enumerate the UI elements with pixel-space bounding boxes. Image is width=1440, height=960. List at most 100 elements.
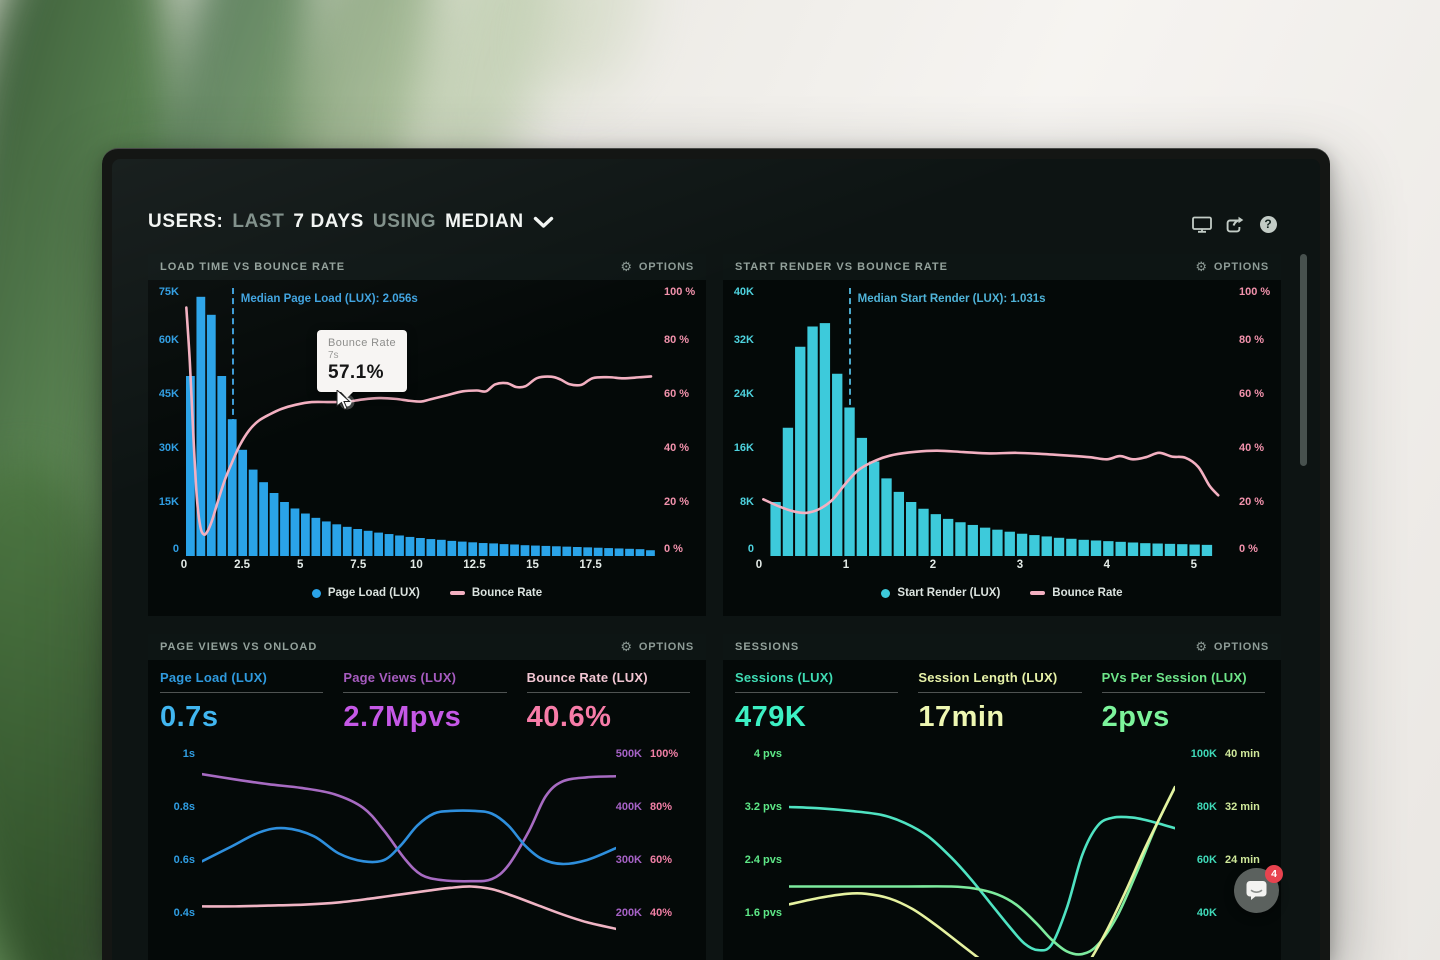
bar[interactable] <box>248 469 258 556</box>
bar[interactable] <box>259 482 268 556</box>
bar[interactable] <box>614 548 624 556</box>
bar[interactable] <box>1090 540 1102 556</box>
bar[interactable] <box>819 323 831 556</box>
metric-divider <box>735 692 899 693</box>
bar[interactable] <box>269 493 279 556</box>
bar[interactable] <box>572 547 582 556</box>
bar[interactable] <box>807 326 818 557</box>
bar[interactable] <box>468 542 478 556</box>
bar[interactable] <box>332 524 342 556</box>
scrollbar-thumb[interactable] <box>1300 254 1307 466</box>
bar[interactable] <box>436 539 446 556</box>
bar[interactable] <box>510 544 519 556</box>
bar[interactable] <box>955 522 966 556</box>
bar[interactable] <box>217 376 227 556</box>
bar[interactable] <box>635 549 645 556</box>
options-button[interactable]: ⚙ OPTIONS <box>1195 261 1269 274</box>
bar[interactable] <box>1115 541 1126 556</box>
bar[interactable] <box>1004 531 1015 556</box>
sessions-chart-plot[interactable] <box>789 742 1175 957</box>
bar[interactable] <box>426 539 436 556</box>
bar[interactable] <box>604 548 614 556</box>
bar[interactable] <box>562 546 572 556</box>
bar[interactable] <box>1164 543 1176 556</box>
bar[interactable] <box>918 508 929 556</box>
bar[interactable] <box>942 518 954 556</box>
bar[interactable] <box>1066 538 1077 556</box>
options-button[interactable]: ⚙ OPTIONS <box>1195 641 1269 654</box>
chat-bubble-button[interactable]: 4 <box>1234 865 1283 913</box>
bar[interactable] <box>1103 541 1114 556</box>
bar[interactable] <box>185 376 195 556</box>
help-icon[interactable]: ? <box>1258 215 1278 233</box>
bar[interactable] <box>405 536 415 556</box>
start-render-chart-plot[interactable]: Median Start Render (LUX): 1.031s <box>759 286 1233 556</box>
bar[interactable] <box>489 543 499 556</box>
bar[interactable] <box>856 437 868 556</box>
bar[interactable] <box>447 540 457 556</box>
bar[interactable] <box>1078 539 1089 556</box>
bar[interactable] <box>238 449 248 556</box>
dashboard-title-dropdown[interactable]: USERS: LAST 7 DAYS USING MEDIAN <box>148 211 554 233</box>
bar[interactable] <box>1177 544 1188 556</box>
bar[interactable] <box>1152 543 1163 556</box>
bar[interactable] <box>290 508 300 556</box>
bar[interactable] <box>384 534 394 556</box>
bar[interactable] <box>227 419 237 556</box>
bar[interactable] <box>583 547 593 556</box>
bar[interactable] <box>531 545 540 556</box>
bar[interactable] <box>1041 536 1052 556</box>
y-axis-right: 100 % 80 % 60 % 40 % 20 % 0 % <box>658 286 696 556</box>
bar[interactable] <box>374 532 383 556</box>
bar[interactable] <box>457 541 467 556</box>
bar[interactable] <box>478 543 488 556</box>
bar[interactable] <box>1016 533 1028 556</box>
bar[interactable] <box>1053 537 1065 556</box>
bar[interactable] <box>541 545 551 556</box>
page-views-chart-plot[interactable] <box>202 742 616 957</box>
bar[interactable] <box>893 491 905 556</box>
bar[interactable] <box>625 548 634 556</box>
options-button[interactable]: ⚙ OPTIONS <box>620 261 694 274</box>
display-icon[interactable] <box>1192 215 1212 233</box>
bar[interactable] <box>1201 544 1213 556</box>
bar[interactable] <box>930 514 941 556</box>
load-time-chart-plot[interactable]: Median Page Load (LUX): 2.056s Bounce Ra… <box>184 286 658 556</box>
bar[interactable] <box>520 545 530 556</box>
bar[interactable] <box>844 407 855 557</box>
bar[interactable] <box>905 502 917 556</box>
bar[interactable] <box>593 547 603 556</box>
bar[interactable] <box>353 529 363 556</box>
bar[interactable] <box>1189 544 1200 556</box>
bar[interactable] <box>301 513 310 556</box>
bar[interactable] <box>1029 535 1040 556</box>
bar[interactable] <box>395 535 404 556</box>
bar[interactable] <box>551 546 561 556</box>
bar[interactable] <box>321 521 331 556</box>
bar[interactable] <box>1127 542 1139 557</box>
options-button[interactable]: ⚙ OPTIONS <box>620 641 694 654</box>
bar[interactable] <box>881 478 892 556</box>
gear-icon: ⚙ <box>620 259 633 275</box>
bar[interactable] <box>832 373 843 556</box>
bar[interactable] <box>196 296 206 556</box>
bar[interactable] <box>342 526 352 556</box>
metric-label: Page Views (LUX) <box>343 670 457 685</box>
bar[interactable] <box>770 502 781 556</box>
bar[interactable] <box>869 461 880 557</box>
y-axis-left: 1s 0.8s 0.6s 0.4s <box>156 742 202 957</box>
bar[interactable] <box>363 530 373 556</box>
bar[interactable] <box>979 527 991 556</box>
bar[interactable] <box>311 517 321 556</box>
share-icon[interactable] <box>1225 215 1245 233</box>
bar[interactable] <box>782 427 794 556</box>
bar[interactable] <box>499 544 509 556</box>
bar[interactable] <box>646 550 655 556</box>
bar[interactable] <box>967 524 978 556</box>
bar[interactable] <box>280 502 289 556</box>
bar[interactable] <box>795 346 806 556</box>
bar[interactable] <box>206 314 216 556</box>
bar[interactable] <box>992 529 1003 556</box>
bar[interactable] <box>416 538 425 556</box>
bar[interactable] <box>1140 543 1151 556</box>
